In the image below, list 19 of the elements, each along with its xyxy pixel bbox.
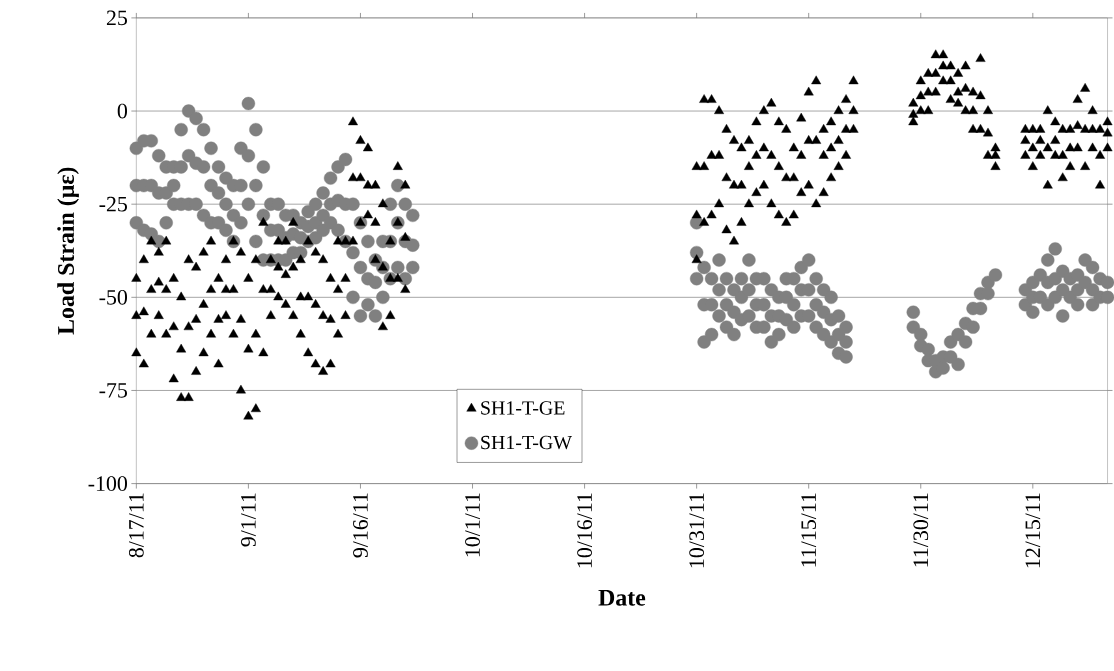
x-tick-label: 10/1/11 [465,493,480,557]
y-axis-title: Load Strain (με) [57,167,79,335]
y-tick-label: 0 [117,103,128,119]
legend-label: SH1-T-GW [481,436,573,450]
x-tick-label: 8/17/11 [128,493,144,558]
x-tick-label: 11/15/11 [801,493,817,567]
y-tick-label: 25 [106,10,127,26]
x-tick-label: 9/16/11 [353,493,368,558]
legend-label: SH1-T-GE [481,401,565,415]
x-axis-title: Date [598,590,646,606]
x-tick-label: 9/1/11 [241,493,256,547]
x-tick-label: 11/30/11 [913,493,929,567]
x-tick-label: 10/16/11 [577,493,592,568]
x-tick-label: 10/31/11 [689,493,705,568]
y-tick-label: -25 [99,196,127,212]
y-tick-label: -75 [99,383,127,398]
y-tick-label: -100 [88,476,128,492]
y-tick-label: -50 [99,290,128,305]
x-tick-label: 12/15/11 [1025,493,1041,568]
